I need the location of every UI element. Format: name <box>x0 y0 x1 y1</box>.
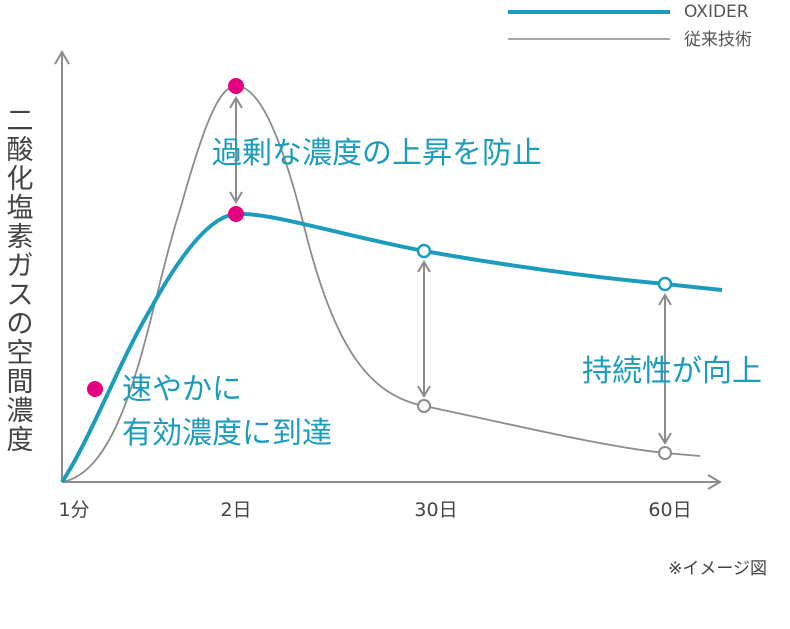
marker-conventional-30d <box>417 399 431 413</box>
axes <box>54 50 722 490</box>
y-axis-label-char: 度 <box>7 425 34 456</box>
image-note: ※イメージ図 <box>668 559 767 579</box>
marker-oxider-30d <box>416 243 432 259</box>
x-tick-label: 1分 <box>58 499 89 521</box>
x-tick-label: 2日 <box>220 499 251 521</box>
marker-conventional-peak <box>228 78 244 94</box>
markers <box>87 78 673 460</box>
arrow-30d-head-top <box>417 260 431 273</box>
x-axis-arrow <box>707 474 722 490</box>
y-axis-label-char: 二 <box>7 106 34 137</box>
annotation-sustained: 持続性が向上 <box>582 354 762 389</box>
annotation-reach-effective: 有効濃度に到達 <box>122 416 332 451</box>
annotation-quickly: 速やかに <box>122 372 242 407</box>
arrow-60d-head-top <box>658 293 672 306</box>
legend: OXIDER 従来技術 <box>508 2 752 50</box>
x-tick-labels: 1分 2日 30日 60日 <box>58 499 691 521</box>
marker-oxider-early <box>87 381 103 397</box>
y-axis-label-char: 素 <box>7 222 34 253</box>
comparison-arrows <box>229 96 672 445</box>
y-axis-label-char: ガ <box>7 251 34 282</box>
arrow-peak-head-top <box>229 96 243 109</box>
y-axis-label-char: 酸 <box>7 135 34 166</box>
y-axis-label-char: ス <box>7 280 34 311</box>
arrow-peak-head-bottom <box>229 191 243 204</box>
y-axis-label-char: の <box>7 309 34 340</box>
arrow-60d-head-bottom <box>658 432 672 445</box>
y-axis-label-char: 空 <box>7 338 34 369</box>
x-tick-label: 30日 <box>414 499 457 521</box>
y-axis-label-char: 化 <box>7 164 34 195</box>
y-axis-arrow <box>54 50 70 65</box>
x-tick-label: 60日 <box>648 499 691 521</box>
legend-label-oxider: OXIDER <box>684 2 749 22</box>
annotation-prevent-excess: 過剰な濃度の上昇を防止 <box>212 136 542 171</box>
y-axis-label-char: 塩 <box>7 193 34 224</box>
marker-oxider-peak <box>228 206 244 222</box>
y-axis-label-char: 濃 <box>7 396 34 427</box>
series-line-oxider <box>60 211 723 484</box>
y-axis-label-char: 間 <box>7 367 34 398</box>
marker-oxider-60d <box>657 276 673 292</box>
marker-conventional-60d <box>658 446 672 460</box>
arrow-30d-head-bottom <box>417 385 431 398</box>
legend-label-conventional: 従来技術 <box>684 30 752 50</box>
